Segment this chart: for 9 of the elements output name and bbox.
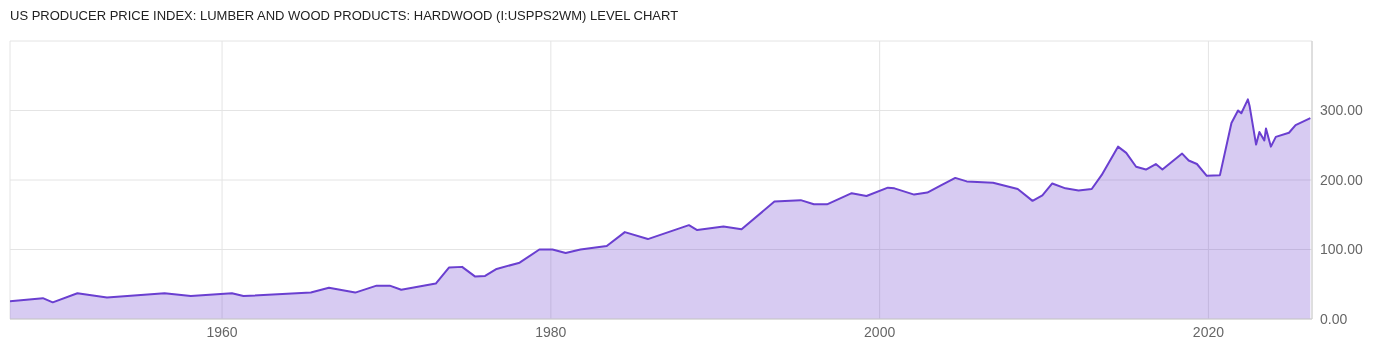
x-tick-label: 1960 [206,323,238,340]
x-tick-label: 2020 [1192,323,1225,340]
chart-title: US PRODUCER PRICE INDEX: LUMBER AND WOOD PRODUCTS: HARDWOOD (I:USPPS2WM) LEVEL CHART [10,8,680,23]
x-tick-label: 2000 [864,323,896,340]
y-tick-label: 200.00 [1320,171,1364,188]
y-tick-label: 100.00 [1320,241,1364,258]
x-tick-label: 1980 [535,323,567,340]
y-tick-label: 300.00 [1320,102,1364,119]
y-tick-label: 0.00 [1320,310,1348,327]
